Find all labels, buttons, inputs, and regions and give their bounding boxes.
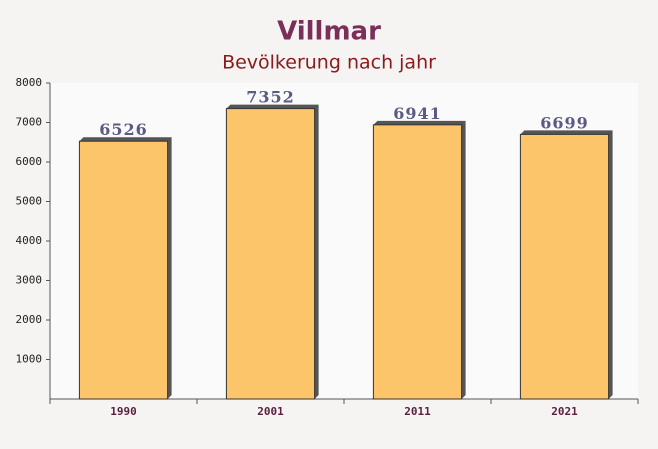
y-tick-label: 8000 <box>16 76 43 89</box>
chart-subtitle: Bevölkerung nach jahr <box>222 52 436 74</box>
value-label: 7352 <box>246 88 295 107</box>
bar <box>372 124 463 400</box>
bar <box>519 133 610 400</box>
value-label: 6526 <box>99 120 148 139</box>
y-tick-label: 5000 <box>16 195 43 208</box>
bar <box>225 108 316 400</box>
x-tick-label: 1990 <box>110 405 137 418</box>
x-tick-label: 2011 <box>404 405 431 418</box>
value-label: 6699 <box>540 113 589 132</box>
x-tick-label: 2001 <box>257 405 284 418</box>
x-tick-label: 2021 <box>551 405 578 418</box>
y-tick-label: 7000 <box>16 116 43 129</box>
y-tick-label: 2000 <box>16 313 43 326</box>
y-tick-label: 4000 <box>16 234 43 247</box>
y-tick-label: 6000 <box>16 155 43 168</box>
chart-title: Villmar <box>277 17 381 47</box>
bar <box>78 140 169 400</box>
value-label: 6941 <box>393 104 442 123</box>
y-tick-label: 3000 <box>16 274 43 287</box>
y-tick-label: 1000 <box>16 353 43 366</box>
